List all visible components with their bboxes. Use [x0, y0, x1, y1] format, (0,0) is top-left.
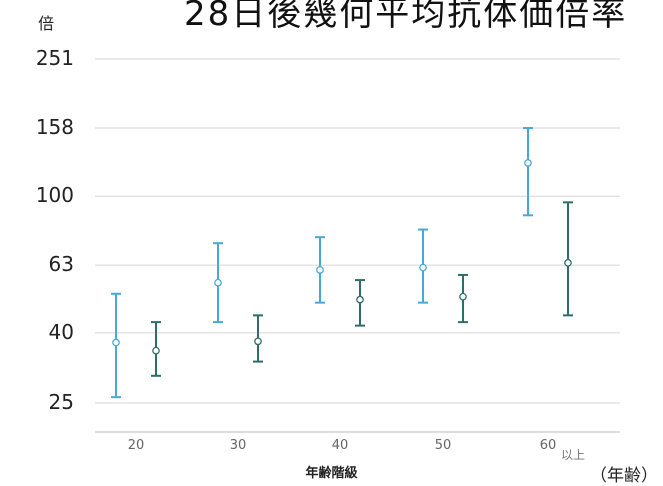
- x-last-category-suffix: 以上: [561, 448, 586, 462]
- data-point: [254, 337, 262, 346]
- y-tick-label: 63: [48, 252, 74, 277]
- x-axis-unit: （年齢）: [590, 466, 658, 486]
- y-tick-label: 251: [35, 46, 74, 70]
- data-point: [524, 159, 532, 167]
- data-point: [564, 258, 572, 267]
- x-tick-label: 50: [435, 438, 452, 453]
- data-point: [316, 266, 324, 274]
- x-tick-label: 60: [540, 438, 557, 453]
- data-point: [459, 292, 467, 301]
- y-tick-label: 40: [48, 319, 74, 344]
- x-tick-label: 40: [332, 438, 349, 453]
- chart-title: 28日後幾何平均抗体価倍率: [184, 0, 628, 34]
- y-tick-label: 100: [35, 183, 74, 208]
- data-point: [112, 338, 120, 347]
- data-point: [214, 278, 222, 287]
- data-point: [356, 295, 364, 304]
- data-point: [152, 346, 160, 355]
- y-tick-label: 25: [48, 390, 74, 414]
- data-point: [419, 263, 427, 272]
- x-axis-label: 年齢階級: [305, 466, 358, 481]
- y-axis-unit: 倍: [38, 14, 55, 33]
- y-tick-label: 158: [35, 115, 74, 140]
- x-tick-label: 30: [230, 438, 247, 453]
- x-tick-label: 20: [128, 438, 145, 453]
